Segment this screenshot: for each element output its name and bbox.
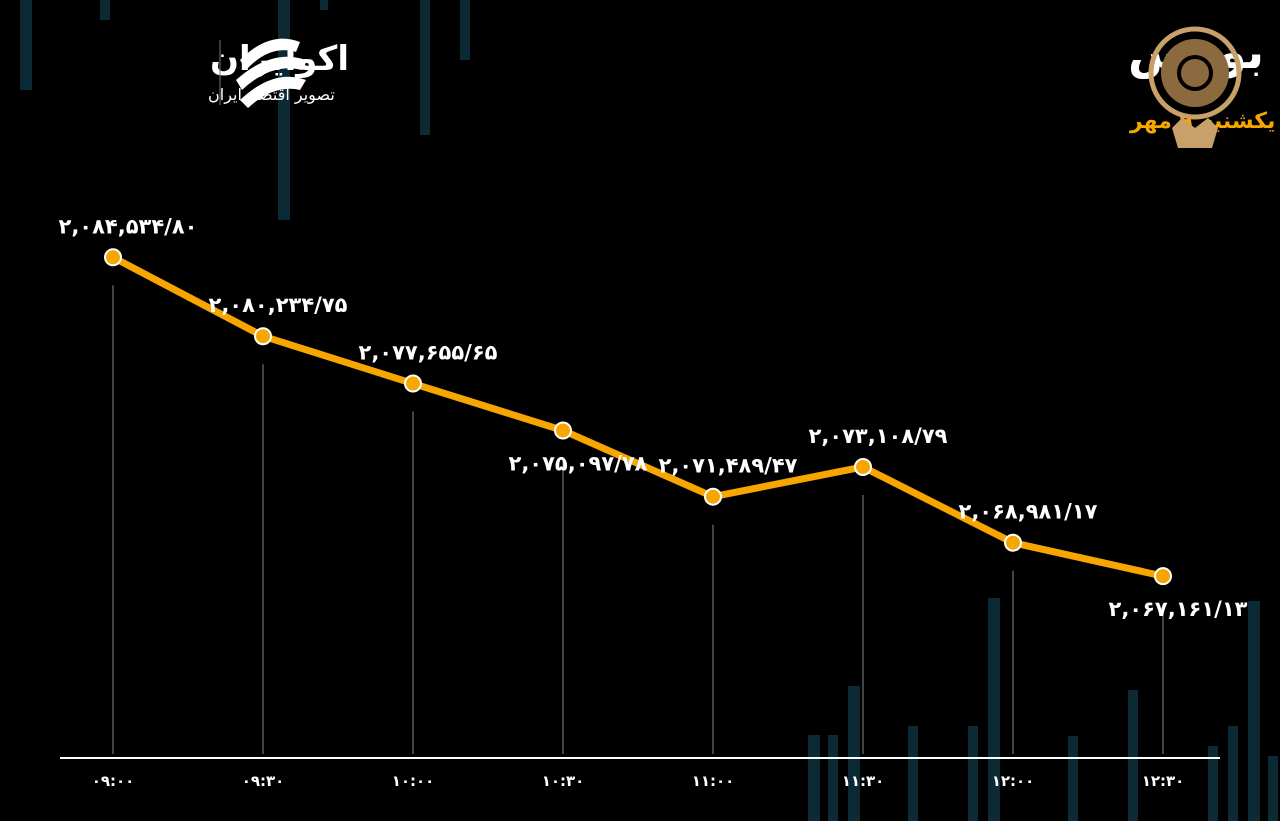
x-tick-label: ۰۹:۳۰: [242, 772, 285, 790]
data-point: [704, 487, 722, 506]
data-point: [554, 421, 572, 440]
value-label: ۲,۰۸۴,۵۳۴/۸۰: [59, 214, 198, 238]
brand-tagline: تصویر اقتصاد ایران: [208, 85, 335, 105]
value-label: ۲,۰۷۵,۰۹۷/۷۸: [509, 451, 648, 475]
data-point: [104, 248, 122, 267]
value-label: ۲,۰۷۱,۴۸۹/۴۷: [659, 454, 798, 478]
value-label: ۲,۰۶۷,۱۶۱/۱۳: [1109, 597, 1248, 621]
x-tick-label: ۱۱:۳۰: [842, 772, 885, 790]
x-tick-label: ۱۰:۰۰: [392, 772, 435, 790]
value-label: ۲,۰۸۰,۲۳۴/۷۵: [209, 293, 348, 317]
data-point: [404, 374, 422, 393]
data-point: [1154, 567, 1172, 586]
value-label: ۲,۰۷۷,۶۵۵/۶۵: [359, 341, 498, 365]
emblem: [1148, 26, 1242, 148]
background-decoration: [20, 0, 1278, 821]
data-point: [1004, 533, 1022, 552]
x-tick-label: ۱۲:۳۰: [1142, 772, 1185, 790]
value-label: ۲,۰۷۳,۱۰۸/۷۹: [809, 424, 948, 448]
data-point: [254, 327, 272, 346]
brand-logo: [236, 38, 306, 108]
series-line: [111, 254, 1164, 580]
x-tick-label: ۱۲:۰۰: [992, 772, 1035, 790]
value-label: ۲,۰۶۸,۹۸۱/۱۷: [959, 500, 1098, 524]
data-point: [854, 457, 872, 476]
x-tick-label: ۰۹:۰۰: [92, 772, 135, 790]
x-tick-label: ۱۱:۰۰: [692, 772, 735, 790]
x-tick-label: ۱۰:۳۰: [542, 772, 585, 790]
